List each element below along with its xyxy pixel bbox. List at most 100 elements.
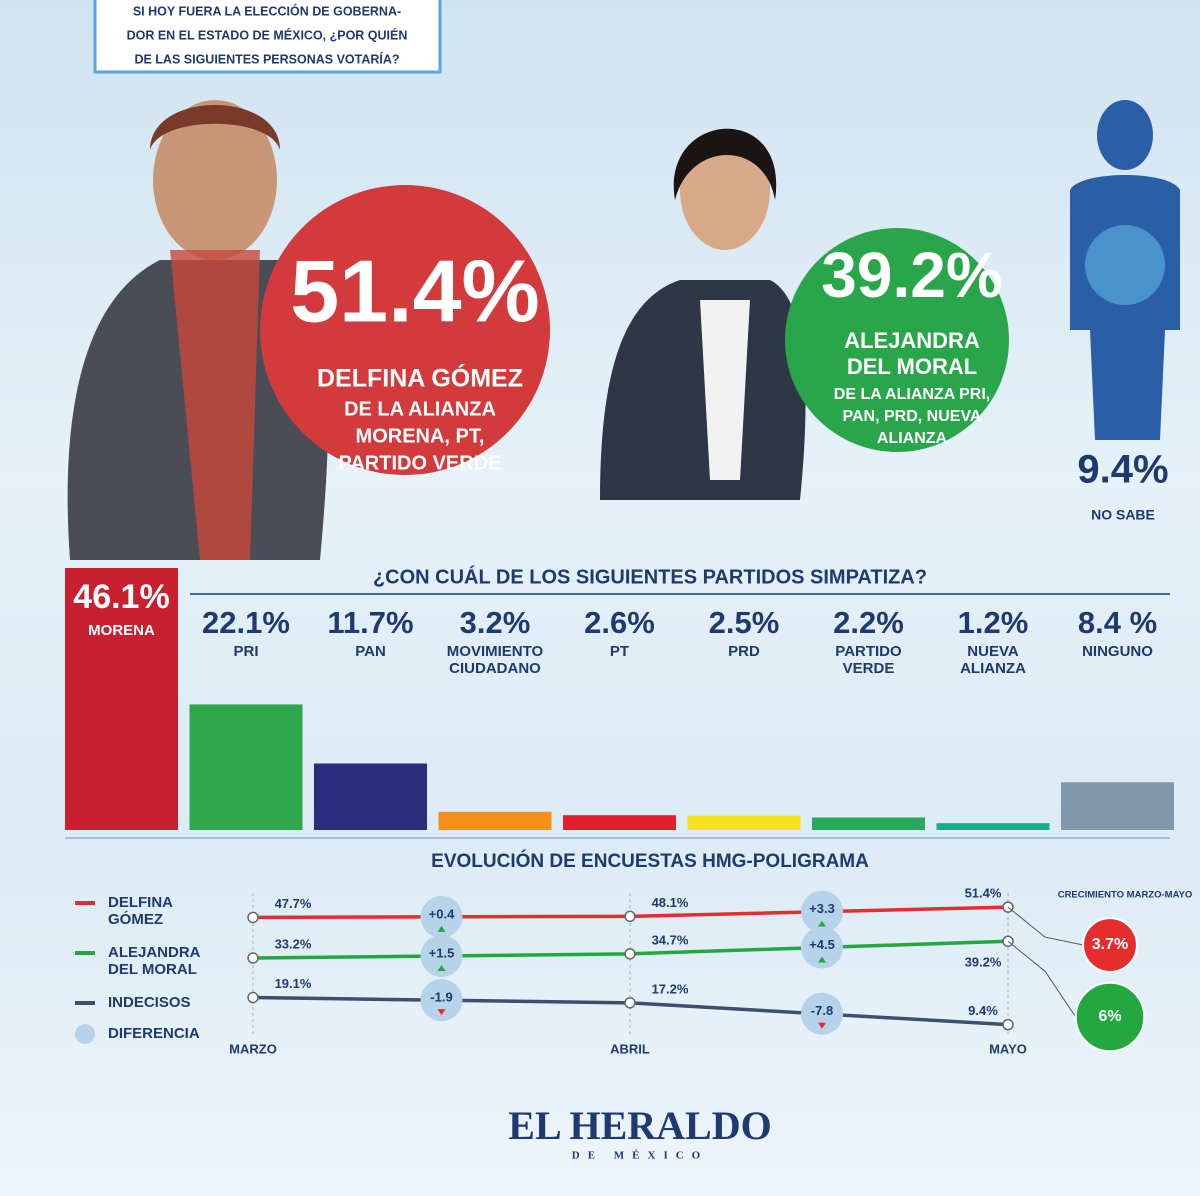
difference-label: +1.5 [429,945,455,960]
x-tick-label: PRI [233,643,259,660]
candidate-name: NO SABE [1091,507,1155,523]
chart-title: EVOLUCIÓN DE ENCUESTAS HMG-POLIGRAMA [431,850,869,872]
difference-bubble [420,979,463,1022]
point [624,997,636,1009]
bar-value-label: 46.1% [73,578,170,616]
candidate-alliance: ALIANZA [877,430,948,447]
difference-bubble [801,926,843,969]
value-label: 39.2% [965,955,1002,970]
point [624,948,636,960]
question-line: DOR EN EL ESTADO DE MÉXICO, ¿POR QUIÉN [127,27,408,42]
candidate-circle [260,185,550,475]
growth-circle [1082,917,1138,973]
x-tick-label: NINGUNO [1082,643,1153,660]
candidate-alliance: DE LA ALIANZA [344,398,496,420]
bar-value-label: 2.5% [708,605,780,640]
bar-value-label: 8.4 % [1077,605,1158,640]
difference-label: +0.4 [429,906,455,921]
connector [1007,940,1077,1018]
difference-bubble [801,890,843,933]
bar [314,763,427,830]
x-tick-label: MAYO [989,1041,1027,1056]
difference-bubble [420,934,463,977]
value-label: 48.1% [652,895,689,910]
growth-label: 6% [1098,1008,1121,1025]
difference-arrow [818,956,826,963]
x-tick-label: PRD [728,643,760,660]
bar [812,817,925,830]
portrait-center [600,128,806,500]
candidate-alliance: PARTIDO VERDE [339,452,502,474]
growth-title: CRECIMIENTO MARZO-MAYO [1058,890,1193,901]
x-tick-label: PAN [355,643,386,660]
legend-swatch [75,1024,95,1044]
candidate-alliance: MORENA, PT, [356,425,485,447]
bar-value-label: 2.2% [833,605,904,640]
difference-label: +3.3 [809,901,835,916]
connector [1007,906,1084,946]
x-tick-label: MARZO [229,1041,277,1056]
value-label: 51.4% [965,886,1002,901]
value-label: 34.7% [652,932,689,947]
question-box [93,0,442,74]
bar-value-label: 11.7% [327,605,414,640]
point [247,952,259,964]
difference-label: -1.9 [430,990,452,1005]
difference-arrow [437,964,446,971]
brand: EL HERALDO [508,1103,771,1148]
legend-label: DELFINA GÓMEZ [108,894,173,929]
value-label: 47.7% [275,896,312,911]
legend-label: INDECISOS [108,994,191,1011]
x-tick-label: MORENA [88,622,155,639]
bar-value-label: 22.1% [202,605,290,640]
candidate-name: DELFINA GÓMEZ [317,363,523,393]
chart-title: ¿CON CUÁL DE LOS SIGUIENTES PARTIDOS SIM… [373,565,927,588]
point [624,910,636,923]
difference-arrow [437,1009,446,1016]
candidate-percent: 39.2% [821,239,1002,311]
bar [189,704,303,830]
legend-label: DIFERENCIA [108,1025,200,1042]
candidate-percent: 9.4% [1077,448,1168,492]
growth-circle [1074,981,1146,1053]
candidate-name: DEL MORAL [847,354,977,379]
bar [65,568,178,830]
candidate-percent: 51.4% [290,241,540,340]
difference-bubble [420,895,463,938]
x-tick-label: ABRIL [610,1041,650,1056]
legend-label: ALEJANDRA DEL MORAL [108,944,200,979]
difference-bubble [801,992,843,1035]
growth-label: 3.7% [1092,936,1128,953]
difference-label: +4.5 [809,937,835,952]
point [247,911,259,924]
bar-value-label: 2.6% [584,605,655,640]
question-line: DE LAS SIGUIENTES PERSONAS VOTARÍA? [134,51,399,66]
bar-value-label: 3.2% [459,605,531,640]
value-label: 9.4% [968,1003,998,1018]
bar [1061,782,1174,830]
difference-label: -7.8 [811,1003,833,1018]
point [1002,1018,1014,1031]
bar [563,815,676,830]
difference-arrow [818,1022,826,1029]
point [247,991,259,1004]
value-label: 17.2% [652,981,689,996]
bar [687,815,801,830]
value-label: 33.2% [275,936,312,951]
question-line: SI HOY FUERA LA ELECCIÓN DE GOBERNA- [133,3,401,18]
x-tick-label: NUEVA ALIANZA [960,643,1026,678]
brand-sub: DE MÉXICO [572,1150,708,1162]
bar [438,811,552,830]
candidate-alliance: PAN, PRD, NUEVA [843,408,982,425]
x-tick-label: PARTIDO VERDE [835,643,902,678]
candidate-alliance: DE LA ALIANZA PRI, [834,386,990,403]
candidate-name: ALEJANDRA [844,328,980,353]
x-tick-label: MOVIMIENTO CIUDADANO [446,643,544,678]
bar-value-label: 1.2% [957,605,1029,640]
value-label: 19.1% [275,976,312,991]
difference-arrow [437,925,446,932]
bar [936,823,1050,830]
silhouette-highlight [1085,225,1165,305]
